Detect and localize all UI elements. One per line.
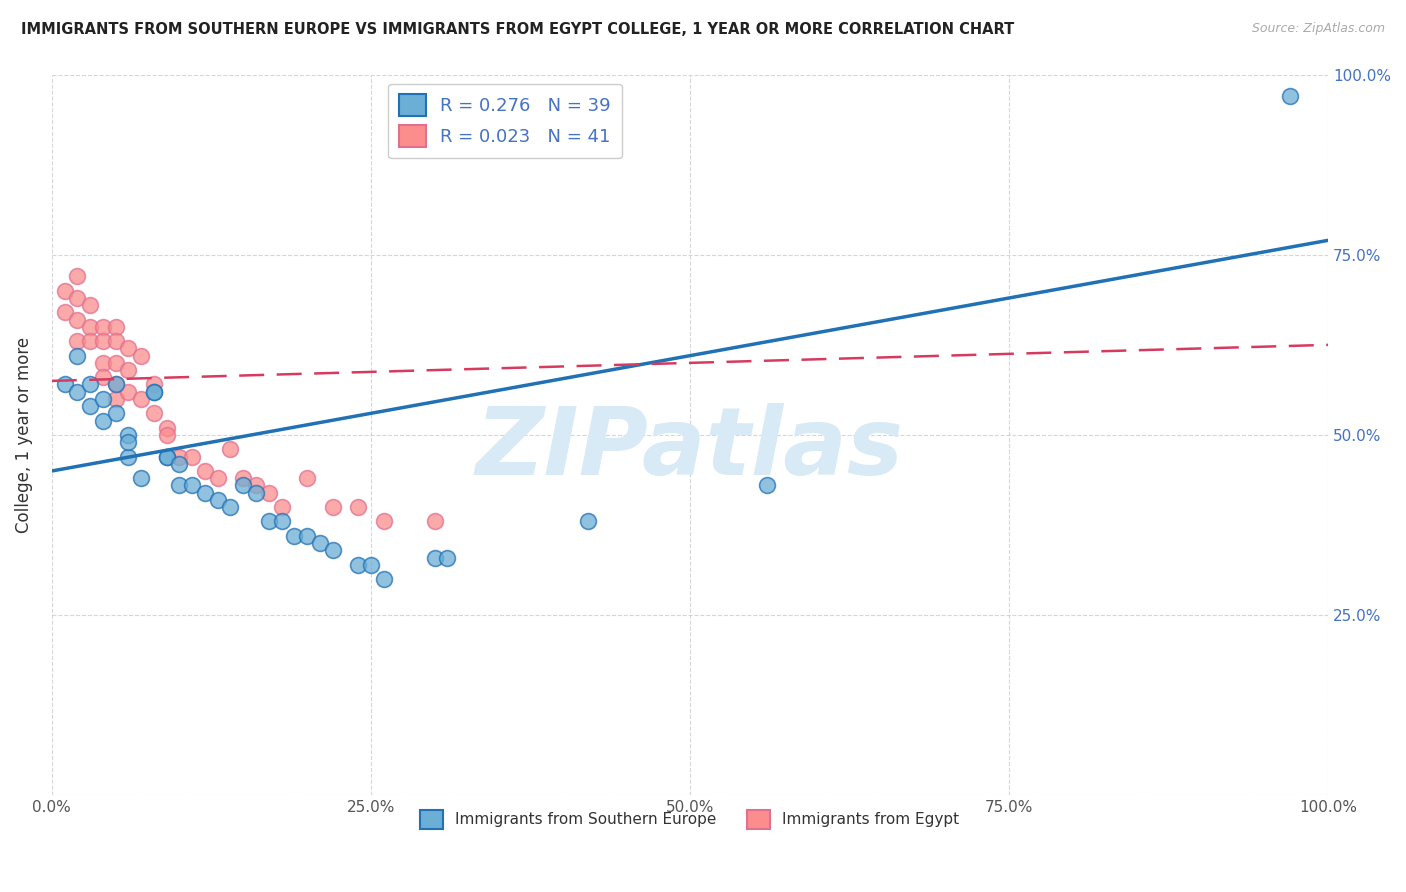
Point [79, 334, 101, 349]
Point [156, 450, 179, 464]
Text: IMMIGRANTS FROM SOUTHERN EUROPE VS IMMIGRANTS FROM EGYPT COLLEGE, 1 YEAR OR MORE: IMMIGRANTS FROM SOUTHERN EUROPE VS IMMIG… [21, 22, 1014, 37]
Point [322, 543, 344, 558]
Point [79, 377, 101, 392]
Point [360, 558, 382, 572]
Point [156, 421, 179, 435]
Point [156, 428, 179, 442]
Point [66, 334, 89, 349]
Point [66, 291, 89, 305]
Point [169, 457, 191, 471]
Point [79, 399, 101, 413]
Point [142, 377, 165, 392]
Point [283, 529, 305, 543]
Point [347, 500, 370, 514]
Legend: Immigrants from Southern Europe, Immigrants from Egypt: Immigrants from Southern Europe, Immigra… [415, 804, 966, 835]
Point [66, 384, 89, 399]
Point [295, 529, 318, 543]
Point [169, 478, 191, 492]
Point [117, 428, 139, 442]
Point [295, 471, 318, 485]
Point [129, 392, 152, 406]
Point [104, 377, 127, 392]
Point [91, 356, 114, 370]
Y-axis label: College, 1 year or more: College, 1 year or more [15, 337, 32, 533]
Point [436, 550, 458, 565]
Point [53, 284, 76, 298]
Point [755, 478, 778, 492]
Point [308, 536, 330, 550]
Point [117, 450, 139, 464]
Point [142, 406, 165, 420]
Point [181, 478, 204, 492]
Point [66, 269, 89, 284]
Point [347, 558, 370, 572]
Point [156, 450, 179, 464]
Point [117, 342, 139, 356]
Point [219, 442, 242, 457]
Point [232, 471, 254, 485]
Point [53, 305, 76, 319]
Point [207, 492, 229, 507]
Point [79, 298, 101, 312]
Point [117, 435, 139, 450]
Point [270, 500, 292, 514]
Point [91, 392, 114, 406]
Point [373, 515, 395, 529]
Point [79, 319, 101, 334]
Point [194, 464, 217, 478]
Point [232, 478, 254, 492]
Point [117, 384, 139, 399]
Point [91, 334, 114, 349]
Point [423, 515, 446, 529]
Point [181, 450, 204, 464]
Point [194, 485, 217, 500]
Point [104, 334, 127, 349]
Point [66, 349, 89, 363]
Point [104, 319, 127, 334]
Point [104, 392, 127, 406]
Point [322, 500, 344, 514]
Point [129, 349, 152, 363]
Point [576, 515, 599, 529]
Point [91, 413, 114, 427]
Point [66, 312, 89, 326]
Point [169, 450, 191, 464]
Point [142, 384, 165, 399]
Point [142, 384, 165, 399]
Text: Source: ZipAtlas.com: Source: ZipAtlas.com [1251, 22, 1385, 36]
Point [53, 377, 76, 392]
Point [219, 500, 242, 514]
Point [257, 515, 280, 529]
Point [270, 515, 292, 529]
Point [257, 485, 280, 500]
Point [373, 572, 395, 586]
Point [423, 550, 446, 565]
Point [104, 356, 127, 370]
Text: ZIPatlas: ZIPatlas [475, 403, 904, 495]
Point [245, 478, 267, 492]
Point [207, 471, 229, 485]
Point [117, 363, 139, 377]
Point [129, 471, 152, 485]
Point [91, 370, 114, 384]
Point [104, 377, 127, 392]
Point [104, 406, 127, 420]
Point [1278, 89, 1301, 103]
Point [91, 319, 114, 334]
Point [245, 485, 267, 500]
